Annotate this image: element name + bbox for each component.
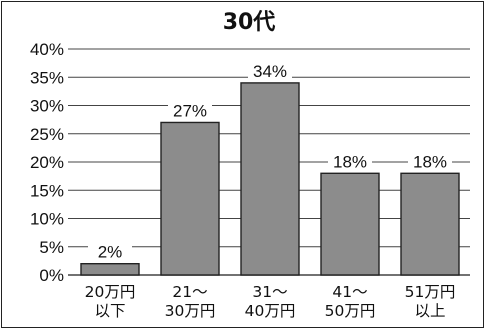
bar — [80, 263, 140, 276]
y-axis-ticks: 0% 5% 10% 15% 20% 25% 30% 35% 40% — [30, 40, 64, 285]
bars: 2% 27% 34% 18% 18% — [80, 61, 460, 276]
y-tick-label: 10% — [30, 210, 64, 229]
bar — [320, 172, 380, 276]
data-label-backing — [328, 152, 372, 171]
y-tick-label: 40% — [30, 40, 64, 59]
bar — [400, 172, 460, 276]
chart-title: 30代 — [223, 10, 276, 35]
data-label: 34% — [253, 62, 287, 81]
data-label-backing — [168, 101, 212, 120]
x-category-label: 以下 — [94, 302, 125, 320]
x-category-label: 40万円 — [245, 302, 296, 320]
data-label: 18% — [413, 152, 447, 171]
y-tick-label: 20% — [30, 153, 64, 172]
x-category-label: 20万円 — [85, 283, 136, 301]
x-category-label: 以上 — [414, 302, 445, 320]
x-category-label: 21～ — [172, 283, 207, 301]
x-category-label: 30万円 — [165, 302, 216, 320]
data-label-backing — [248, 61, 292, 80]
y-tick-label: 35% — [30, 68, 64, 87]
x-category-label: 51万円 — [405, 283, 456, 301]
bar — [240, 82, 300, 276]
y-tick-label: 25% — [30, 125, 64, 144]
data-label-backing — [88, 242, 132, 261]
y-tick-label: 0% — [39, 266, 64, 285]
data-label: 27% — [173, 101, 207, 120]
x-category-label: 50万円 — [325, 302, 376, 320]
bar — [160, 121, 220, 276]
y-tick-label: 30% — [30, 97, 64, 116]
data-label: 2% — [98, 243, 123, 262]
y-tick-label: 15% — [30, 181, 64, 200]
data-label: 18% — [333, 152, 367, 171]
x-category-label: 41～ — [332, 283, 367, 301]
data-label-backing — [408, 152, 452, 171]
x-category-label: 31～ — [252, 283, 287, 301]
y-tick-label: 5% — [39, 238, 64, 257]
